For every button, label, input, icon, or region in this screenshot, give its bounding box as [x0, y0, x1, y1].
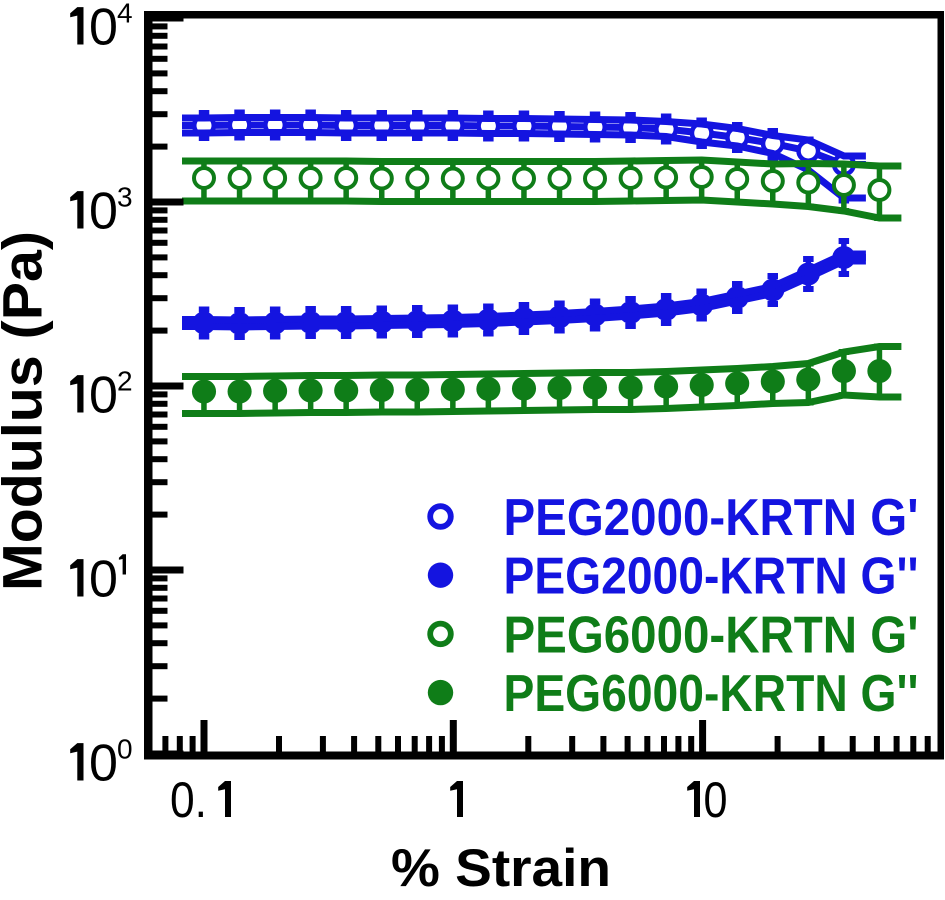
svg-text:0: 0: [89, 735, 118, 793]
svg-text:3: 3: [117, 182, 133, 213]
svg-text:0: 0: [117, 734, 133, 765]
svg-text:PEG2000-KRTN G'': PEG2000-KRTN G'': [504, 548, 919, 606]
svg-text:0: 0: [89, 183, 118, 241]
svg-text:0: 0: [704, 772, 728, 828]
svg-text:2: 2: [117, 366, 133, 397]
svg-text:PEG6000-KRTN G'': PEG6000-KRTN G'': [504, 665, 919, 723]
svg-text:% Strain: % Strain: [391, 839, 611, 895]
svg-text:0: 0: [89, 367, 118, 425]
svg-text:PEG6000-KRTN G': PEG6000-KRTN G': [504, 606, 919, 664]
svg-text:0: 0: [89, 551, 118, 609]
svg-text:0: 0: [89, 0, 118, 57]
svg-text:0.: 0.: [170, 772, 207, 828]
svg-text:PEG2000-KRTN G': PEG2000-KRTN G': [504, 489, 919, 547]
svg-text:Modulus (Pa): Modulus (Pa): [0, 231, 54, 591]
svg-text:4: 4: [117, 0, 133, 29]
